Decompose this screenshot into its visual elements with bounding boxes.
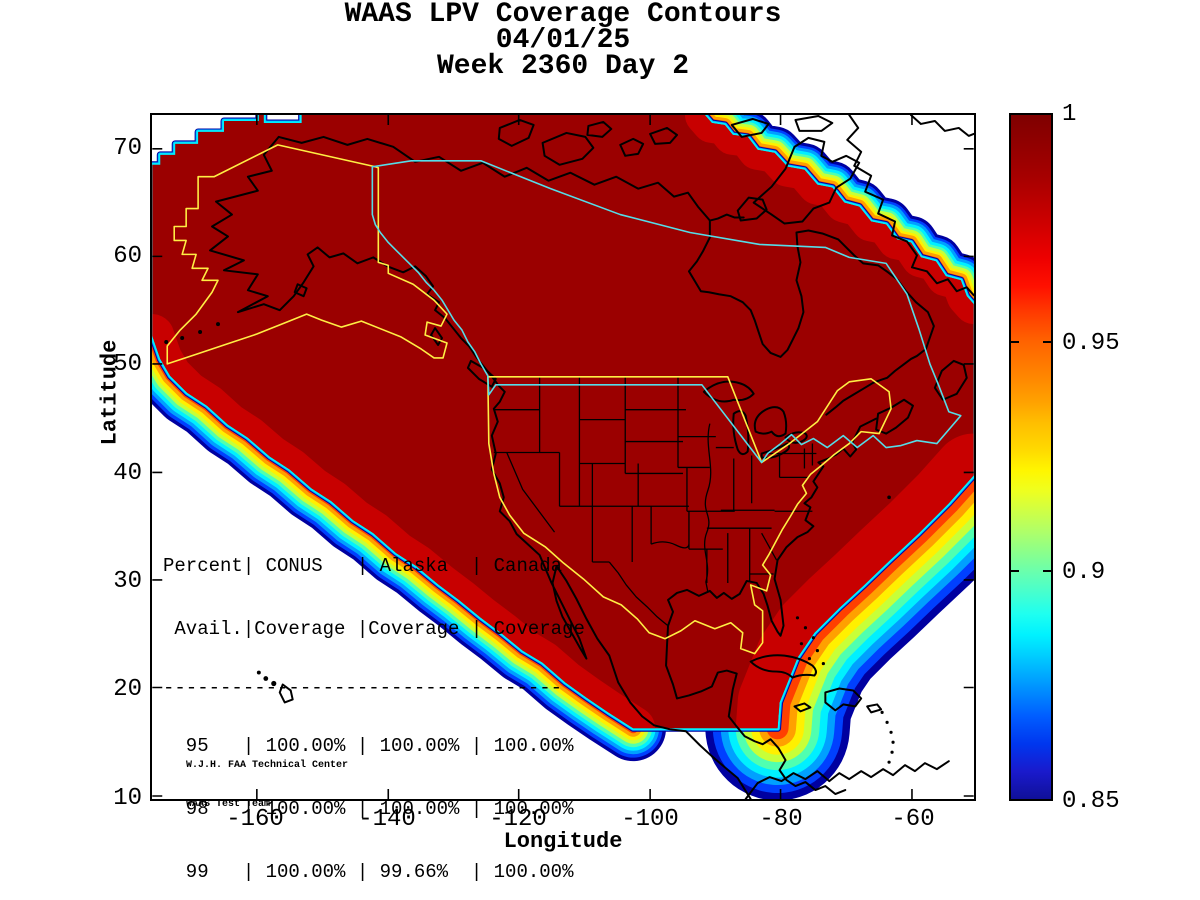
table-header-row-2: Avail.|Coverage |Coverage | Coverage — [163, 618, 585, 640]
hawaii-island-dot — [256, 670, 261, 675]
mississippi-river-line — [703, 423, 712, 593]
x-axis-tick-marks — [256, 115, 913, 799]
credit-line-1: W.J.H. FAA Technical Center — [186, 760, 349, 771]
island-dots — [164, 322, 895, 764]
colorbar-tick-mark — [1043, 570, 1051, 572]
colorbar-tick-label: 1 — [1062, 101, 1077, 128]
aleutian-island-dot — [198, 330, 203, 335]
y-tick-label: 50 — [113, 351, 142, 378]
south-america-north-coastline — [744, 760, 950, 799]
figure-week-day: Week 2360 Day 2 — [436, 51, 690, 82]
credit-text: W.J.H. FAA Technical Center WAAS Test Te… — [186, 733, 348, 837]
antilles-island-dot — [885, 720, 889, 724]
vancouver-island-outline — [466, 359, 497, 388]
x-axis-label: Longitude — [503, 829, 623, 854]
y-tick-label: 60 — [113, 243, 142, 270]
nova-scotia-outline — [875, 398, 914, 435]
table-row: 99 | 100.00% | 99.66% | 100.00% — [163, 861, 574, 883]
alaska-coverage-boundary — [166, 144, 448, 365]
hispaniola-outline — [824, 687, 863, 712]
lake-huron-outline — [753, 406, 788, 438]
map-plot-area — [150, 113, 976, 801]
us-state-borders — [493, 376, 817, 627]
aleutian-island-dot — [164, 340, 169, 344]
y-tick-label: 70 — [113, 135, 142, 162]
queen-charlotte-outline — [430, 327, 444, 346]
y-tick-label: 10 — [113, 785, 142, 812]
antilles-island-dot — [891, 740, 895, 744]
x-tick-label: -120 — [489, 806, 547, 833]
axis-tick-marks — [152, 115, 974, 799]
x-tick-label: -60 — [891, 806, 935, 833]
puerto-rico-outline — [866, 703, 883, 714]
banks-island-outline — [497, 118, 535, 147]
y-tick-label: 20 — [113, 676, 142, 703]
x-tick-label: -100 — [621, 806, 679, 833]
y-axis-label: Latitude — [97, 339, 123, 446]
colorbar-tick-mark — [1011, 570, 1019, 572]
colorbar — [1009, 113, 1053, 801]
jamaica-outline — [793, 702, 812, 713]
baffin-island-outline — [752, 136, 861, 225]
newfoundland-outline — [933, 359, 968, 401]
southampton-island-outline — [736, 196, 768, 222]
colorbar-tick-mark — [1043, 341, 1051, 343]
conus-coverage-boundary — [487, 376, 892, 655]
figure-date: 04/01/25 — [495, 25, 631, 56]
rio-grande-border-line — [608, 561, 669, 627]
credit-line-2: WAAS Test Team — [186, 799, 271, 810]
y-tick-label: 30 — [113, 568, 142, 595]
canada-coverage-boundary — [371, 160, 962, 464]
bahamas-island-dot — [803, 626, 808, 630]
bahamas-island-dot — [799, 642, 804, 646]
colorbar-tick-label: 0.85 — [1062, 788, 1120, 815]
victoria-island-outline — [541, 131, 595, 166]
colorbar-tick-mark — [1011, 341, 1019, 343]
hawaii-island-dot — [271, 680, 277, 687]
arctic-island-outline — [586, 115, 834, 157]
lake-superior-outline — [702, 380, 755, 403]
hawaii-big-island-outline — [278, 683, 294, 704]
bahamas-island-dot — [795, 616, 800, 620]
stlawrence-labrador-hudsonbay-coastline — [687, 213, 935, 416]
lake-michigan-outline — [732, 410, 750, 456]
antilles-island-dot — [889, 730, 893, 734]
table-divider: ----------------------------------- — [163, 677, 563, 699]
bahamas-island-dot — [815, 649, 819, 653]
figure-title: WAAS LPV Coverage Contours — [344, 0, 782, 30]
x-tick-label: -160 — [226, 806, 284, 833]
colorbar-tick-label: 0.9 — [1062, 559, 1106, 586]
aleutian-island-dot — [180, 336, 185, 341]
bahamas-island-dot — [821, 662, 825, 666]
colorbar-tick-label: 0.95 — [1062, 330, 1120, 357]
arctic-mainland-coastline — [277, 135, 711, 222]
bahamas-island-dot — [807, 657, 812, 661]
coverage-map-svg — [152, 115, 974, 799]
bermuda-dot — [887, 495, 891, 500]
availability-table: Percent| CONUS | Alaska | Canada Avail.|… — [163, 514, 585, 900]
table-row: 98 | 100.00% | 100.00% | 100.00% — [163, 798, 574, 820]
table-header-row-1: Percent| CONUS | Alaska | Canada — [163, 555, 563, 577]
antilles-island-dot — [890, 750, 894, 754]
kodiak-island-outline — [293, 283, 308, 298]
mexico-gulf-caribbean-coastline — [665, 624, 847, 796]
us-gulf-atlantic-coastline — [667, 417, 878, 637]
hawaii-island-dot — [263, 676, 269, 681]
lake-ontario-outline — [784, 431, 808, 444]
greenland-coastline — [846, 115, 974, 297]
x-tick-label: -140 — [358, 806, 416, 833]
x-tick-label: -80 — [759, 806, 803, 833]
lake-erie-outline — [760, 442, 791, 459]
cuba-outline — [749, 654, 817, 679]
y-axis-tick-marks — [152, 148, 974, 797]
antilles-island-dot — [887, 760, 891, 764]
table-row: 95 | 100.00% | 100.00% | 100.00% — [163, 735, 574, 757]
bahamas-island-dot — [811, 636, 815, 640]
aleutian-island-dot — [216, 322, 221, 327]
figure-title-block: WAAS LPV Coverage Contours 04/01/25 Week… — [150, 0, 976, 82]
antilles-island-dot — [880, 710, 884, 714]
y-tick-label: 40 — [113, 460, 142, 487]
